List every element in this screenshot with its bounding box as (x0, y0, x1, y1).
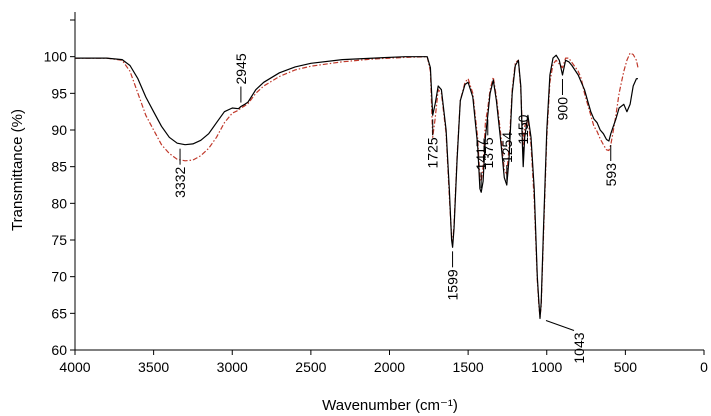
peak-label: 1375 (480, 137, 496, 168)
peak-label: 593 (603, 163, 619, 187)
y-tick-label: 95 (51, 85, 67, 101)
x-tick-label: 1500 (453, 359, 484, 375)
y-tick-label: 70 (51, 269, 67, 285)
peak-annotation: 1150 (515, 114, 531, 163)
peak-label: 1043 (571, 332, 587, 363)
peak-annotation: 1417 (473, 139, 489, 189)
x-tick-label: 1000 (531, 359, 562, 375)
series-layer (75, 52, 639, 320)
peak-annotation: 1375 (480, 119, 496, 168)
peak-annotation: 3332 (172, 148, 188, 198)
x-tick-label: 0 (700, 359, 708, 375)
peak-label: 1150 (515, 114, 531, 144)
peak-annotation: 593 (603, 145, 619, 186)
series-line-solid (75, 54, 638, 320)
x-tick-label: 500 (614, 359, 638, 375)
x-tick-label: 3500 (138, 359, 169, 375)
y-axis-label: Transmittance (%) (9, 109, 26, 231)
y-tick-label: 65 (51, 305, 67, 321)
peak-annotation: 1725 (425, 119, 441, 168)
peak-annotation: 2945 (233, 53, 249, 103)
x-axis-label: Wavenumber (cm⁻¹) (322, 397, 458, 414)
series-line-dashed (75, 52, 639, 318)
peak-annotation: 1254 (499, 132, 515, 181)
y-tick-label: 90 (51, 122, 67, 138)
peak-annotation: 900 (554, 79, 570, 120)
y-tick-label: 80 (51, 195, 67, 211)
peak-label: 3332 (172, 166, 188, 197)
y-tick-label: 75 (51, 232, 67, 248)
peak-label: 1417 (473, 139, 489, 170)
peak-label: 900 (554, 97, 570, 121)
peak-annotation: 1043 (545, 319, 587, 364)
peak-leader-line (545, 319, 575, 331)
y-ticks: 60 65 70 75 80 85 90 95 100 (44, 19, 75, 358)
y-tick-label: 85 (51, 159, 67, 175)
peak-label: 1254 (499, 132, 515, 163)
x-tick-label: 2000 (374, 359, 405, 375)
peak-label: 2945 (233, 53, 249, 84)
peak-label: 1599 (445, 269, 461, 300)
peak-annotation: 1599 (445, 251, 461, 300)
x-tick-label: 3000 (217, 359, 248, 375)
y-tick-label: 100 (44, 49, 68, 65)
x-tick-label: 2500 (295, 359, 326, 375)
x-tick-label: 4000 (59, 359, 90, 375)
peak-label: 1725 (425, 137, 441, 168)
x-ticks: 4000 3500 3000 2500 2000 1500 1000 500 0 (59, 350, 708, 375)
y-tick-label: 60 (51, 342, 67, 358)
